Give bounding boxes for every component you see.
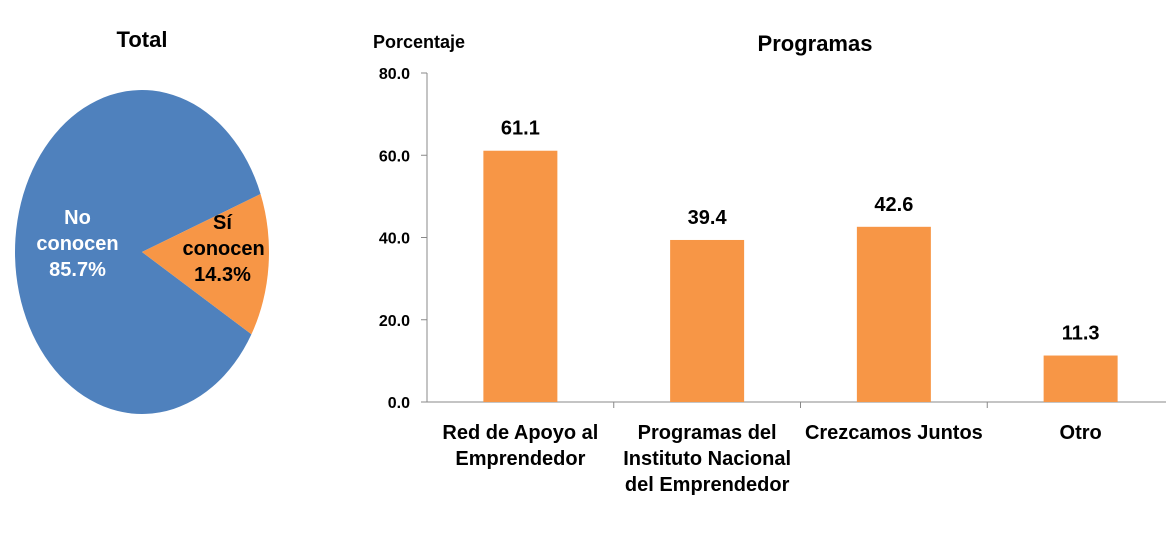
y-tick-label: 0.0 [388, 395, 410, 412]
slice-label: No conocen 85.7% [20, 205, 135, 283]
value-label: 61.1 [501, 118, 540, 140]
y-tick-label: 60.0 [379, 148, 410, 165]
pie-slice [15, 89, 261, 415]
slice-value: 14.3% [194, 264, 251, 286]
bar [483, 150, 558, 402]
slice-name: No conocen [36, 207, 119, 255]
bar [670, 239, 745, 402]
bar [1043, 355, 1118, 402]
value-label: 39.4 [688, 207, 728, 229]
y-tick-label: 40.0 [379, 231, 410, 248]
x-tick-label: Crezcamos Juntos [804, 422, 983, 444]
value-label: 11.3 [1062, 323, 1100, 345]
bar-title: Programas [757, 31, 873, 56]
y-tick-label: 20.0 [379, 313, 410, 330]
slice-name: Sí conocen [182, 212, 265, 260]
slice-value: 85.7% [49, 259, 106, 281]
y-axis-label: Porcentaje [373, 32, 466, 52]
bar [856, 226, 931, 402]
x-tick-label: Red de Apoyo al Emprendedor [442, 422, 599, 470]
x-tick-label: Programas del Instituto Nacional del Emp… [623, 422, 792, 496]
value-label: 42.6 [874, 194, 913, 216]
x-tick-label: Otro [1059, 422, 1102, 444]
y-tick-label: 80.0 [379, 66, 410, 83]
pie-title: Total [116, 27, 168, 52]
pie-slice [142, 193, 269, 335]
slice-label: Sí conocen 14.3% [165, 210, 280, 288]
